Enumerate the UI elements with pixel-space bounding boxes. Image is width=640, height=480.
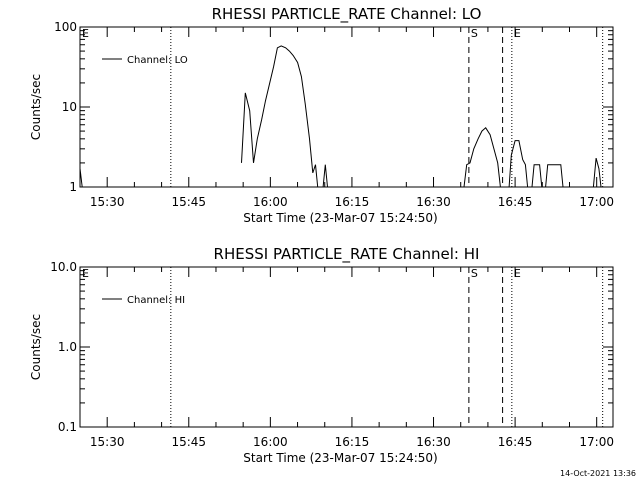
x-axis-label: Start Time (23-Mar-07 15:24:50) xyxy=(243,211,437,225)
y-axis-label: Counts/sec xyxy=(29,314,43,380)
x-axis-label: Start Time (23-Mar-07 15:24:50) xyxy=(243,451,437,465)
x-tick-label: 17:00 xyxy=(579,435,614,449)
x-tick-label: 16:15 xyxy=(335,435,370,449)
plot-frame xyxy=(79,26,614,188)
x-tick-label: 16:45 xyxy=(498,435,533,449)
series-line xyxy=(508,140,529,188)
y-tick-label: 10 xyxy=(62,100,77,114)
legend-label: Channel: HI xyxy=(127,295,185,306)
event-marker-label: S xyxy=(471,267,478,280)
event-marker-label: E xyxy=(82,267,89,280)
x-tick-label: 16:00 xyxy=(253,435,288,449)
chart-title: RHESSI PARTICLE_RATE Channel: HI xyxy=(214,245,480,264)
event-marker-label: E xyxy=(514,267,521,280)
series-line xyxy=(531,164,543,188)
y-tick-label: 1 xyxy=(69,180,77,194)
y-tick-label: 0.1 xyxy=(58,420,77,434)
y-axis-label: Counts/sec xyxy=(29,74,43,140)
series-line xyxy=(545,164,564,188)
y-tick-label: 100 xyxy=(54,20,77,34)
series-line xyxy=(79,168,83,188)
x-tick-label: 17:00 xyxy=(579,195,614,209)
legend-label: Channel: LO xyxy=(127,55,188,66)
series-line xyxy=(463,127,501,188)
x-tick-label: 16:30 xyxy=(416,435,451,449)
y-tick-label: 10.0 xyxy=(50,260,77,274)
x-tick-label: 16:00 xyxy=(253,195,288,209)
x-tick-label: 15:30 xyxy=(90,195,125,209)
event-marker-label: E xyxy=(514,27,521,40)
series-line xyxy=(322,164,328,188)
x-tick-label: 15:45 xyxy=(171,195,206,209)
x-tick-label: 16:15 xyxy=(335,195,370,209)
x-tick-label: 15:30 xyxy=(90,435,125,449)
chart-title: RHESSI PARTICLE_RATE Channel: LO xyxy=(212,5,482,24)
event-marker-label: E xyxy=(82,27,89,40)
x-tick-label: 16:30 xyxy=(416,195,451,209)
plot-frame xyxy=(79,266,614,428)
series-line xyxy=(241,45,319,188)
event-marker-label: S xyxy=(471,27,478,40)
y-tick-label: 1.0 xyxy=(58,340,77,354)
series-line xyxy=(592,157,602,188)
x-tick-label: 16:45 xyxy=(498,195,533,209)
x-tick-label: 15:45 xyxy=(171,435,206,449)
timestamp-label: 14-Oct-2021 13:36 xyxy=(560,469,636,478)
